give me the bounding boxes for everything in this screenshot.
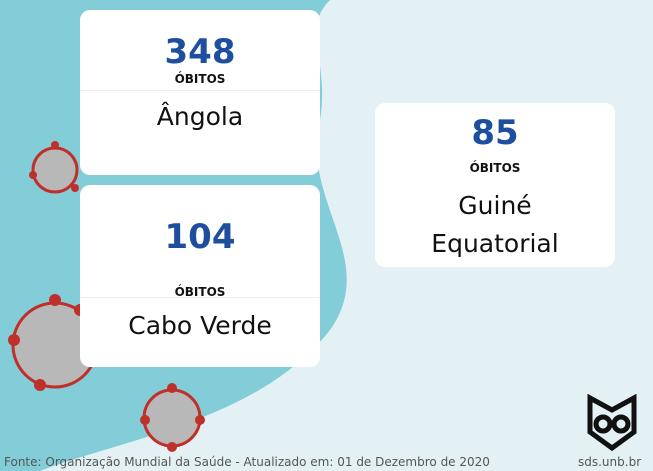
site: sds.unb.br — [578, 455, 642, 469]
death-count: 104 — [164, 217, 236, 257]
label: ÓBITOS — [174, 72, 226, 86]
divider — [80, 90, 320, 91]
divider — [80, 297, 320, 298]
death-count: 348 — [164, 32, 236, 72]
country: Ângola — [156, 102, 244, 131]
label: ÓBITOS — [174, 285, 226, 299]
death-count: 85 — [471, 113, 519, 153]
country: Cabo Verde — [128, 311, 272, 340]
source: Fonte: Organização Mundial da Saúde - At… — [4, 455, 490, 469]
card: 85 ÓBITOS Guiné Equatorial — [375, 103, 615, 267]
label: ÓBITOS — [469, 161, 521, 175]
virus — [11, 146, 202, 448]
card: 348 ÓBITOS Ângola — [80, 10, 320, 175]
card: 104 ÓBITOS Cabo Verde — [80, 185, 320, 367]
owl-logo — [587, 393, 637, 452]
country: Guiné Equatorial — [431, 191, 559, 258]
